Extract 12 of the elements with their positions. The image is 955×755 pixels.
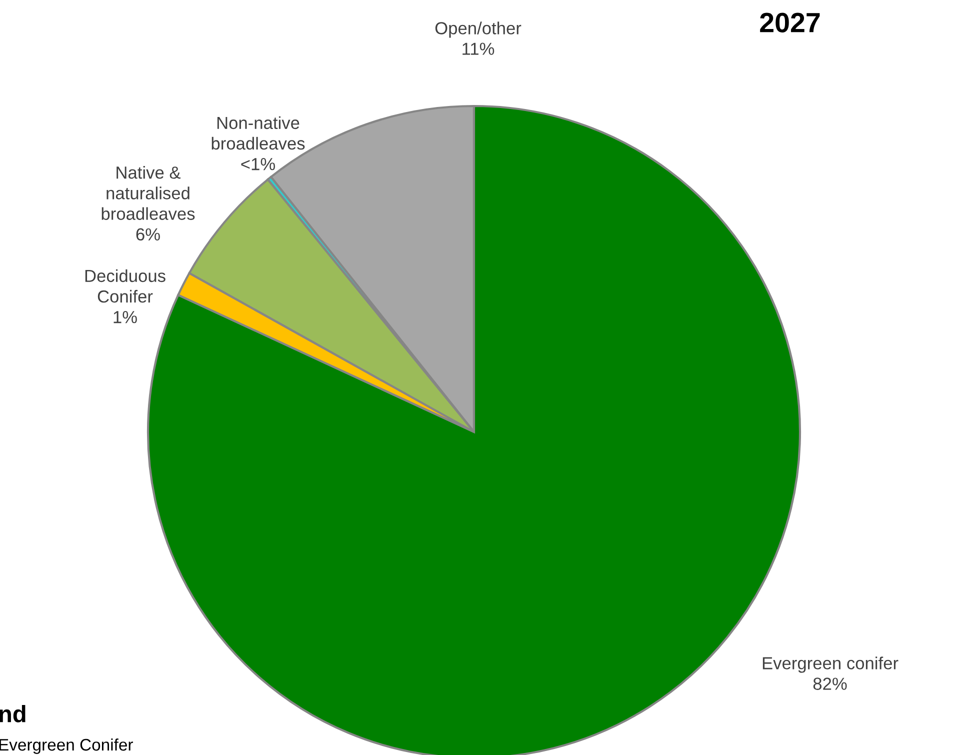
data-label: <1% bbox=[241, 158, 275, 170]
slice-label: Deciduous Conifer bbox=[85, 269, 166, 303]
slice-label: Native & naturalised broadleaves bbox=[102, 166, 195, 220]
data-label: 82% bbox=[813, 678, 847, 690]
slice-label: Evergreen conifer bbox=[762, 656, 898, 673]
data-label: 1% bbox=[114, 311, 137, 324]
slice-label: Non-native broadleaves bbox=[212, 116, 305, 150]
chart-title: 2027 bbox=[760, 12, 820, 32]
data-label: 6% bbox=[136, 228, 160, 241]
text: nd bbox=[0, 704, 26, 722]
data-label: 11% bbox=[462, 42, 494, 55]
slice-label: Open/other bbox=[435, 22, 522, 38]
